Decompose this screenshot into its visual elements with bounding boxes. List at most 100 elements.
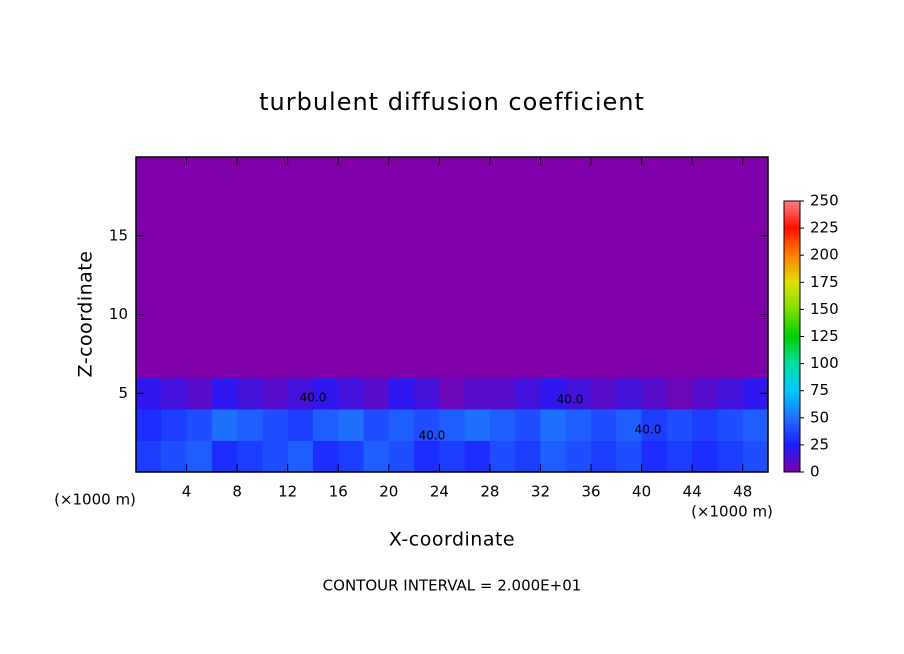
cell: [414, 314, 440, 347]
cell: [363, 409, 390, 441]
cell: [742, 409, 769, 441]
cell: [414, 377, 440, 410]
cell: [540, 409, 567, 441]
cell: [591, 440, 617, 473]
cell: [312, 377, 339, 410]
cell: [439, 157, 466, 189]
cell: [186, 346, 213, 378]
cell: [666, 346, 693, 378]
cell: [742, 157, 769, 189]
x-tick-label: 16: [329, 483, 348, 501]
cell: [515, 440, 541, 473]
cell: [312, 251, 339, 284]
cell: [641, 409, 668, 441]
cell: [489, 377, 516, 410]
cell: [464, 157, 491, 189]
cell: [717, 314, 744, 347]
cell: [262, 440, 289, 473]
cell: [591, 157, 617, 189]
cell: [312, 440, 339, 473]
cell: [211, 440, 238, 473]
cell: [186, 409, 213, 441]
cell: [287, 188, 314, 221]
cell: [388, 314, 415, 347]
x-tick-label: 40: [632, 483, 651, 501]
cell: [237, 283, 263, 315]
cell: [338, 251, 365, 284]
cell: [237, 251, 263, 284]
y-unit: (×1000 m): [54, 491, 136, 509]
cell: [312, 314, 339, 347]
cell: [211, 220, 238, 252]
cell: [489, 251, 516, 284]
cell: [515, 346, 541, 378]
cell: [489, 220, 516, 252]
cell: [616, 440, 643, 473]
cell: [692, 220, 718, 252]
cell: [717, 283, 744, 315]
cell: [338, 157, 365, 189]
cell: [439, 440, 466, 473]
cell: [717, 409, 744, 441]
x-tick-label: 12: [278, 483, 297, 501]
y-axis-title: Z-coordinate: [75, 251, 97, 378]
cell: [237, 188, 263, 221]
cell: [540, 314, 567, 347]
cell: [388, 283, 415, 315]
x-unit: (×1000 m): [691, 503, 773, 521]
cell: [338, 188, 365, 221]
cell: [666, 440, 693, 473]
cell: [136, 314, 162, 347]
cell: [616, 314, 643, 347]
cell: [489, 283, 516, 315]
cell: [363, 283, 390, 315]
cell: [136, 440, 162, 473]
cell: [692, 440, 718, 473]
cell: [186, 283, 213, 315]
cell: [237, 440, 263, 473]
cell: [136, 409, 162, 441]
cell: [489, 188, 516, 221]
cell: [211, 314, 238, 347]
cell: [161, 314, 188, 347]
cell: [692, 409, 718, 441]
cell: [439, 220, 466, 252]
colorbar-tick-label: 225: [810, 219, 839, 237]
cell: [464, 440, 491, 473]
cell: [515, 251, 541, 284]
cell: [338, 440, 365, 473]
colorbar-tick-label: 25: [810, 435, 829, 453]
cell: [338, 220, 365, 252]
cell: [666, 251, 693, 284]
cell: [414, 220, 440, 252]
y-tick-label: 5: [118, 384, 128, 402]
cell: [414, 346, 440, 378]
cell: [262, 157, 289, 189]
cell: [439, 409, 466, 441]
cell: [388, 220, 415, 252]
cell: [388, 440, 415, 473]
cell: [186, 157, 213, 189]
cell: [464, 377, 491, 410]
cell: [616, 188, 643, 221]
cell: [489, 157, 516, 189]
cell: [489, 314, 516, 347]
cell: [287, 220, 314, 252]
cell: [312, 157, 339, 189]
cell: [211, 377, 238, 410]
cell: [414, 188, 440, 221]
cell: [211, 157, 238, 189]
cell: [641, 314, 668, 347]
cell: [262, 251, 289, 284]
cell: [565, 377, 592, 410]
cell: [641, 440, 668, 473]
cell: [338, 409, 365, 441]
cell: [591, 188, 617, 221]
cell: [666, 314, 693, 347]
cell: [363, 188, 390, 221]
x-tick-label: 28: [480, 483, 499, 501]
cell: [717, 251, 744, 284]
cell: [692, 251, 718, 284]
cell: [666, 409, 693, 441]
